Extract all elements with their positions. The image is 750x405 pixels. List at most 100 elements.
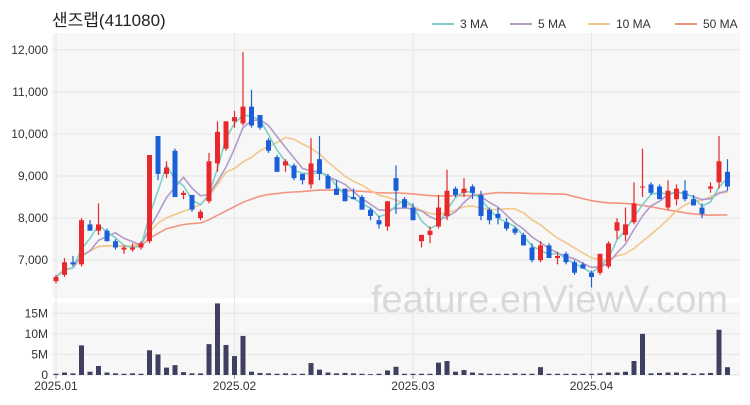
candle-body <box>470 186 475 193</box>
volume-bar <box>147 350 152 375</box>
volume-bar <box>699 373 705 375</box>
candle-body <box>461 188 467 193</box>
candle-body <box>504 222 509 229</box>
volume-bar <box>215 303 220 375</box>
volume-bar <box>691 373 696 375</box>
volume-bar <box>606 372 611 375</box>
candle-body <box>70 262 76 265</box>
candle-body <box>359 197 365 210</box>
candle-body <box>130 247 135 250</box>
volume-bar <box>130 373 135 375</box>
volume-bar <box>648 373 654 375</box>
volume-bar <box>572 373 577 375</box>
price-tick-label: 7,000 <box>18 253 48 267</box>
volume-bar <box>614 372 620 375</box>
price-tick-label: 12,000 <box>11 43 48 57</box>
volume-bar <box>546 373 552 375</box>
date-tick-label: 2025.01 <box>34 379 78 393</box>
candle-body <box>96 224 101 231</box>
volume-bar <box>62 372 67 375</box>
volume-bar <box>504 373 509 375</box>
volume-bar <box>181 372 186 375</box>
volume-bar <box>232 356 237 375</box>
candle-body <box>725 171 730 187</box>
candle-body <box>181 192 186 195</box>
candle-body <box>155 136 161 174</box>
volume-bar <box>155 354 161 375</box>
candle-body <box>232 117 237 122</box>
price-tick-label: 10,000 <box>11 127 48 141</box>
candle-body <box>62 262 67 275</box>
volume-tick-label: 5M <box>31 347 48 361</box>
price-tick-label: 9,000 <box>18 169 48 183</box>
candle-body <box>104 230 110 242</box>
candle-body <box>79 220 84 265</box>
volume-bars <box>53 303 730 375</box>
candle-body <box>478 194 484 216</box>
legend-label: 10 MA <box>616 17 651 31</box>
volume-bar <box>665 372 671 375</box>
volume-bar <box>351 373 356 375</box>
candle-body <box>453 188 458 195</box>
candle-body <box>606 243 611 267</box>
volume-bar <box>359 373 365 375</box>
candle-body <box>198 211 203 219</box>
candle-body <box>436 207 441 227</box>
date-tick-label: 2025.04 <box>570 379 614 393</box>
watermark: feature.enViewV.com <box>371 279 728 321</box>
volume-bar <box>325 372 331 375</box>
candle-body <box>691 199 696 206</box>
candle-body <box>206 161 212 202</box>
volume-bar <box>376 373 382 375</box>
candle-body <box>368 209 373 216</box>
volume-bar <box>308 363 314 375</box>
candle-body <box>674 188 679 200</box>
candle-body <box>113 241 118 248</box>
volume-bar <box>121 373 127 375</box>
candle-body <box>402 199 407 208</box>
candle-body <box>487 209 492 221</box>
volume-bar <box>249 371 254 375</box>
candle-body <box>699 207 705 214</box>
candle-body <box>317 159 322 174</box>
volume-bar <box>206 344 212 375</box>
candle-body <box>291 165 297 179</box>
candle-body <box>308 163 314 185</box>
candle-body <box>555 255 560 259</box>
volume-bar <box>478 373 484 375</box>
chart-title: 샌즈랩(411080) <box>52 11 166 30</box>
candle-body <box>640 186 645 188</box>
candle-body <box>240 106 246 124</box>
candle-body <box>657 186 662 200</box>
volume-bar <box>529 373 535 375</box>
volume-bar <box>79 345 84 375</box>
volume-bar <box>240 335 246 375</box>
volume-bar <box>300 373 305 375</box>
candle-body <box>342 188 348 202</box>
candle-body <box>266 140 271 151</box>
candle-body <box>87 224 93 231</box>
candle-body <box>563 253 569 263</box>
volume-bar <box>427 373 433 375</box>
candle-body <box>512 228 518 233</box>
candle-body <box>325 176 331 189</box>
volume-bar <box>368 374 373 375</box>
candle-body <box>274 157 280 172</box>
candle-body <box>623 224 628 235</box>
volume-bar <box>453 371 458 375</box>
volume-bar <box>266 373 271 375</box>
candle-body <box>546 245 552 259</box>
candle-body <box>495 213 501 219</box>
candle-body <box>249 106 254 126</box>
volume-bar <box>555 373 560 375</box>
volume-bar <box>342 372 348 375</box>
candle-body <box>385 201 390 227</box>
date-tick-label: 2025.02 <box>213 379 257 393</box>
candle-body <box>215 131 220 164</box>
volume-bar <box>512 373 518 375</box>
ma10-line <box>55 136 728 278</box>
volume-bar <box>138 373 144 375</box>
volume-bar <box>113 373 118 375</box>
